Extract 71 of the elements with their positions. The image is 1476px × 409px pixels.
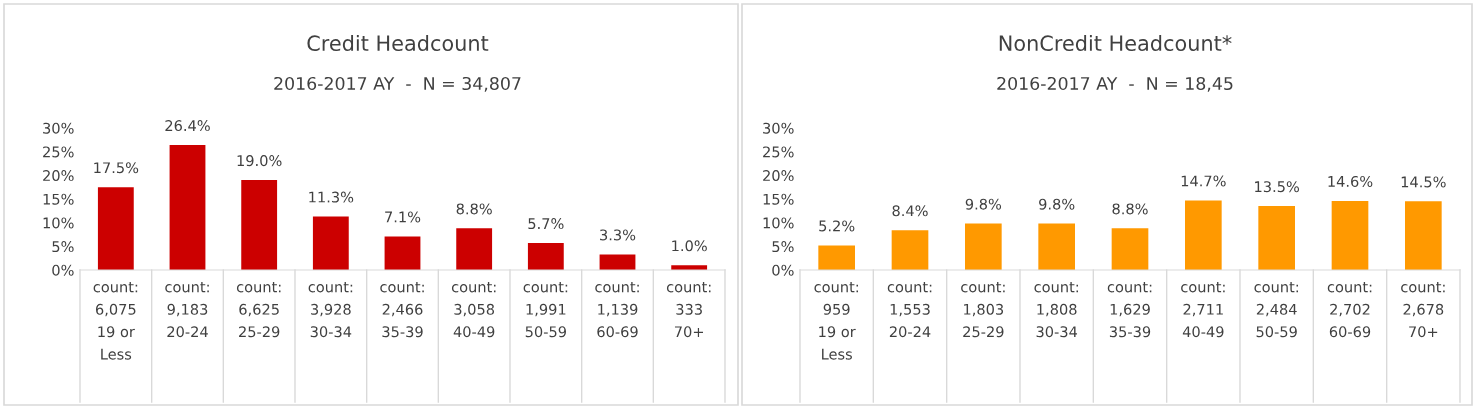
data-label: 1.0% — [672, 240, 707, 252]
x-tick-label: count: 1,629 35-39 — [1107, 281, 1152, 338]
bar — [527, 243, 564, 270]
bar — [1258, 206, 1295, 270]
x-tick-label: count: 959 19 or Less — [814, 281, 858, 360]
bar — [241, 180, 278, 270]
x-tick-label: count: 2,678 70+ — [1401, 281, 1445, 338]
x-tick-label: count: 9,183 20-24 — [165, 281, 209, 338]
data-label: 14.6% — [1328, 175, 1373, 187]
y-tick-label: 20% — [763, 170, 794, 182]
bar — [891, 230, 929, 270]
y-tick-label: 25% — [763, 146, 794, 158]
bar — [965, 223, 1002, 270]
data-label: 8.4% — [892, 205, 928, 217]
data-label: 3.3% — [600, 229, 636, 241]
data-label: 19.0% — [237, 155, 282, 167]
x-tick-label: count: 1,803 25-29 — [961, 281, 1005, 338]
y-tick-label: 30% — [763, 122, 794, 134]
bar — [1331, 200, 1369, 270]
x-tick-label: count: 1,139 60-69 — [595, 281, 639, 338]
data-label: 9.8% — [1039, 198, 1075, 210]
bar — [1185, 200, 1222, 270]
data-label: 5.2% — [819, 220, 855, 232]
data-label: 11.3% — [309, 191, 354, 203]
data-label: 14.5% — [1401, 176, 1446, 188]
bar — [1405, 201, 1442, 270]
x-tick-label: count: 2,466 35-39 — [380, 281, 424, 338]
bar — [599, 254, 636, 270]
bar — [384, 236, 421, 270]
data-label: 5.7% — [528, 218, 564, 230]
y-tick-label: 0% — [772, 264, 794, 276]
y-tick-label: 30% — [43, 122, 74, 134]
bar — [1111, 228, 1149, 270]
x-tick-label: count: 6,075 19 or Less — [93, 281, 138, 360]
data-label: 9.8% — [965, 198, 1002, 210]
x-tick-label: count: 333 70+ — [666, 281, 711, 338]
x-tick-label: count: 2,702 60-69 — [1327, 281, 1372, 338]
x-tick-label: count: 1,808 30-34 — [1034, 281, 1078, 338]
data-label: 8.8% — [456, 203, 492, 215]
y-tick-label: 15% — [43, 193, 74, 205]
bar — [1038, 223, 1075, 270]
bar — [818, 245, 855, 270]
data-label: 26.4% — [165, 120, 210, 132]
y-tick-label: 15% — [763, 193, 794, 205]
x-tick-label: count: 6,625 25-29 — [236, 281, 281, 338]
data-label: 14.7% — [1181, 175, 1226, 187]
chart-subtitle: 2016-2017 AY - N = 18,45 — [997, 76, 1233, 92]
data-label: 7.1% — [385, 211, 421, 223]
y-tick-label: 25% — [43, 146, 74, 158]
bar — [312, 216, 349, 270]
x-tick-label: count: 3,928 30-34 — [308, 281, 353, 338]
x-tick-label: count: 3,058 40-49 — [451, 281, 496, 338]
y-tick-label: 0% — [52, 264, 74, 276]
data-label: 8.8% — [1112, 203, 1148, 215]
y-tick-label: 5% — [52, 241, 74, 253]
x-tick-label: count: 2,484 50-59 — [1254, 281, 1298, 338]
y-tick-label: 10% — [43, 217, 74, 229]
y-tick-label: 20% — [43, 170, 74, 182]
bar — [456, 228, 493, 270]
bar — [169, 145, 206, 270]
chart-title: Credit Headcount — [307, 34, 489, 52]
chart-subtitle: 2016-2017 AY - N = 34,807 — [274, 76, 521, 92]
x-tick-label: count: 1,991 50-59 — [523, 281, 568, 338]
chart-title: NonCredit Headcount* — [999, 34, 1232, 52]
data-label: 13.5% — [1255, 181, 1300, 193]
bar — [97, 187, 134, 270]
x-tick-label: count: 2,711 40-49 — [1181, 281, 1225, 338]
x-tick-label: count: 1,553 20-24 — [887, 281, 932, 338]
y-tick-label: 10% — [763, 217, 794, 229]
data-label: 17.5% — [94, 162, 139, 174]
y-tick-label: 5% — [772, 241, 794, 253]
